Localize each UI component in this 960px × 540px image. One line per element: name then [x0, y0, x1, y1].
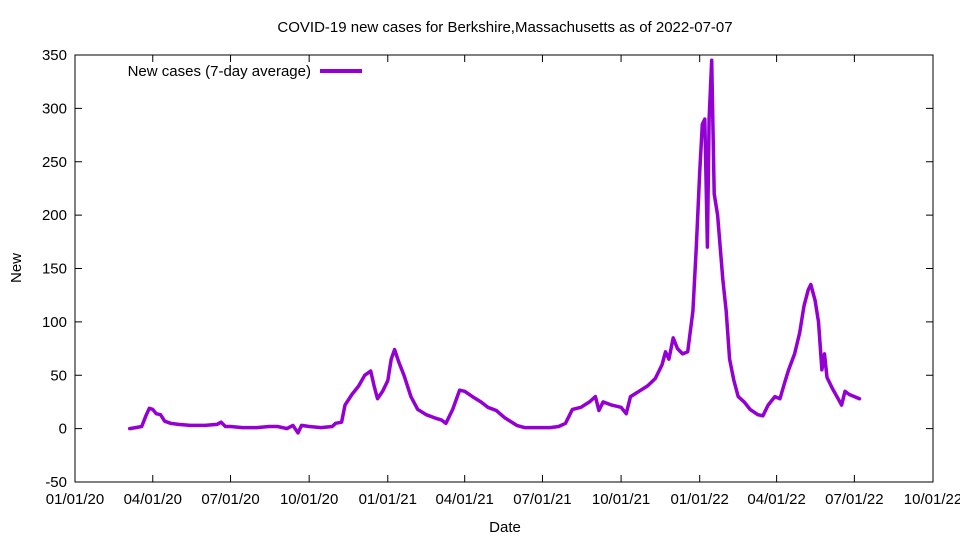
y-tick-label: 350: [42, 47, 67, 64]
y-tick-label: 300: [42, 100, 67, 117]
y-tick-label: 250: [42, 154, 67, 171]
y-tick-label: 0: [59, 421, 67, 438]
y-axis-label: New: [8, 253, 25, 283]
chart-title: COVID-19 new cases for Berkshire,Massach…: [277, 19, 732, 36]
y-tick-label: 100: [42, 314, 67, 331]
y-tick-label: 200: [42, 207, 67, 224]
x-tick-label: 04/01/21: [435, 491, 493, 508]
x-tick-label: 07/01/22: [825, 491, 883, 508]
x-tick-label: 04/01/22: [747, 491, 805, 508]
y-tick-label: -50: [45, 474, 67, 491]
x-tick-label: 07/01/20: [201, 491, 259, 508]
x-tick-label: 04/01/20: [124, 491, 182, 508]
x-tick-label: 10/01/21: [592, 491, 650, 508]
x-tick-label: 10/01/20: [280, 491, 338, 508]
x-tick-label: 01/01/22: [671, 491, 729, 508]
legend: New cases (7-day average): [128, 63, 362, 80]
axis-ticks: -50 0 50 100 150 200 250 300 350 01/01/20 04/01/20…: [42, 47, 960, 508]
x-axis-label: Date: [489, 519, 521, 536]
series-layer: [127, 58, 862, 435]
x-tick-label: 10/01/22: [904, 491, 960, 508]
x-tick-label: 01/01/20: [46, 491, 104, 508]
y-tick-label: 50: [50, 367, 67, 384]
y-tick-label: 150: [42, 261, 67, 278]
x-tick-label: 01/01/21: [359, 491, 417, 508]
legend-label: New cases (7-day average): [128, 63, 311, 80]
x-tick-label: 07/01/21: [513, 491, 571, 508]
series-line-0: [127, 58, 862, 435]
